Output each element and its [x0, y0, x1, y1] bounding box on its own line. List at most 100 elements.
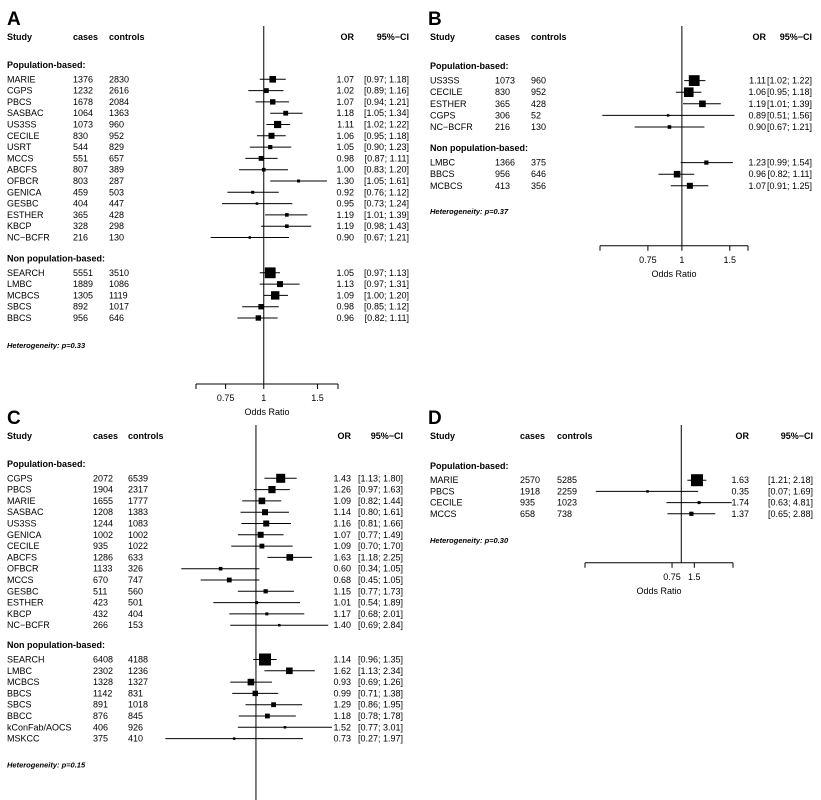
or-square — [688, 75, 700, 86]
or-square — [297, 179, 301, 183]
panel-b: B Study cases controls OR 95%−CI Population-ba… — [428, 9, 812, 279]
study-controls: 298 — [109, 221, 124, 231]
or-square — [699, 100, 706, 108]
study-controls: 646 — [109, 313, 124, 323]
study-controls: 5285 — [557, 475, 577, 485]
study-or: 0.95 — [336, 199, 354, 209]
study-ci: [0.69; 1.26] — [358, 677, 403, 687]
column-header-ci: 95%−CI — [377, 32, 409, 42]
or-square — [269, 76, 277, 83]
study-or: 1.18 — [336, 108, 354, 118]
study-controls: 646 — [531, 169, 546, 179]
study-or: 1.30 — [336, 176, 354, 186]
or-square — [270, 99, 276, 105]
or-square — [232, 737, 236, 740]
x-axis-label: Odds Ratio — [244, 407, 289, 417]
study-cases: 365 — [495, 99, 510, 109]
panel-a: A Study cases controls OR 95%−CI Population-ba… — [7, 9, 409, 417]
study-or: 1.18 — [333, 711, 351, 721]
or-square — [283, 726, 287, 729]
study-or: 1.17 — [333, 609, 351, 619]
study-controls: 4188 — [128, 655, 148, 665]
study-controls: 52 — [531, 110, 541, 120]
group-label: Non population-based: — [7, 640, 105, 650]
study-or: 1.19 — [748, 99, 766, 109]
study-ci: [0.73; 1.24] — [364, 199, 409, 209]
study-controls: 1236 — [128, 666, 148, 676]
x-tick-label: 0.75 — [663, 572, 681, 582]
or-square — [259, 653, 272, 666]
study-name: SBCS — [7, 700, 32, 710]
study-controls: 952 — [109, 131, 124, 141]
study-ci: [0.70; 1.70] — [358, 541, 403, 551]
or-square — [248, 236, 252, 239]
or-square — [263, 88, 269, 93]
study-ci: [0.83; 1.20] — [364, 165, 409, 175]
study-controls: 2259 — [557, 486, 577, 496]
study-ci: [0.94; 1.21] — [364, 97, 409, 107]
study-cases: 830 — [73, 131, 88, 141]
x-tick-label: 1.5 — [311, 393, 324, 403]
or-square — [686, 182, 693, 189]
study-name: LMBC — [430, 158, 456, 168]
or-square — [285, 224, 289, 228]
study-ci: [1.05; 1.34] — [364, 108, 409, 118]
x-tick-label: 0.75 — [217, 393, 235, 403]
column-header-cases: cases — [520, 431, 545, 441]
study-name: ESTHER — [7, 210, 44, 220]
study-controls: 633 — [128, 552, 143, 562]
study-or: 1.43 — [333, 473, 351, 483]
study-controls: 1002 — [128, 530, 148, 540]
study-ci: [1.00; 1.20] — [364, 290, 409, 300]
study-name: US3SS — [7, 120, 37, 130]
study-cases: 876 — [93, 711, 108, 721]
study-or: 0.98 — [336, 153, 354, 163]
x-tick-label: 0.75 — [639, 255, 657, 265]
study-name: SBCS — [7, 302, 32, 312]
study-cases: 956 — [495, 169, 510, 179]
study-or: 0.89 — [748, 110, 766, 120]
study-ci: [0.77; 1.73] — [358, 586, 403, 596]
column-header-cases: cases — [73, 32, 98, 42]
study-name: SASBAC — [7, 108, 44, 118]
study-controls: 560 — [128, 586, 143, 596]
study-controls: 747 — [128, 575, 143, 585]
study-controls: 326 — [128, 564, 143, 574]
study-cases: 544 — [73, 142, 88, 152]
study-or: 1.06 — [748, 87, 766, 97]
study-cases: 1064 — [73, 108, 93, 118]
or-square — [263, 589, 268, 594]
study-controls: 1119 — [109, 290, 128, 300]
heterogeneity-text: Heterogeneity: p=0.30 — [430, 536, 509, 545]
study-cases: 658 — [520, 509, 535, 519]
study-name: MARIE — [7, 496, 36, 506]
study-or: 1.40 — [333, 620, 351, 630]
study-controls: 657 — [109, 153, 124, 163]
study-controls: 428 — [109, 210, 124, 220]
study-controls: 2830 — [109, 74, 129, 84]
study-name: USRT — [7, 142, 32, 152]
study-cases: 892 — [73, 302, 88, 312]
study-or: 1.01 — [333, 598, 351, 608]
study-or: 1.26 — [333, 485, 351, 495]
study-name: MCBCS — [7, 290, 40, 300]
study-cases: 935 — [520, 498, 535, 508]
study-ci: [0.34; 1.05] — [358, 564, 403, 574]
study-name: SEARCH — [7, 655, 45, 665]
study-ci: [1.21; 2.18] — [768, 475, 813, 485]
study-cases: 1305 — [73, 290, 93, 300]
or-square — [690, 474, 703, 487]
study-name: PBCS — [7, 97, 32, 107]
study-or: 1.29 — [333, 700, 351, 710]
study-cases: 1208 — [93, 507, 113, 517]
heterogeneity-text: Heterogeneity: p=0.37 — [430, 207, 509, 216]
study-or: 1.11 — [337, 120, 354, 130]
study-ci: [0.97; 1.18] — [364, 74, 409, 84]
study-cases: 266 — [93, 620, 108, 630]
study-name: ABCFS — [7, 552, 37, 562]
or-square — [258, 497, 266, 505]
study-ci: [1.18; 2.25] — [358, 552, 403, 562]
study-name: NC−BCFR — [430, 122, 473, 132]
study-name: LMBC — [7, 666, 33, 676]
